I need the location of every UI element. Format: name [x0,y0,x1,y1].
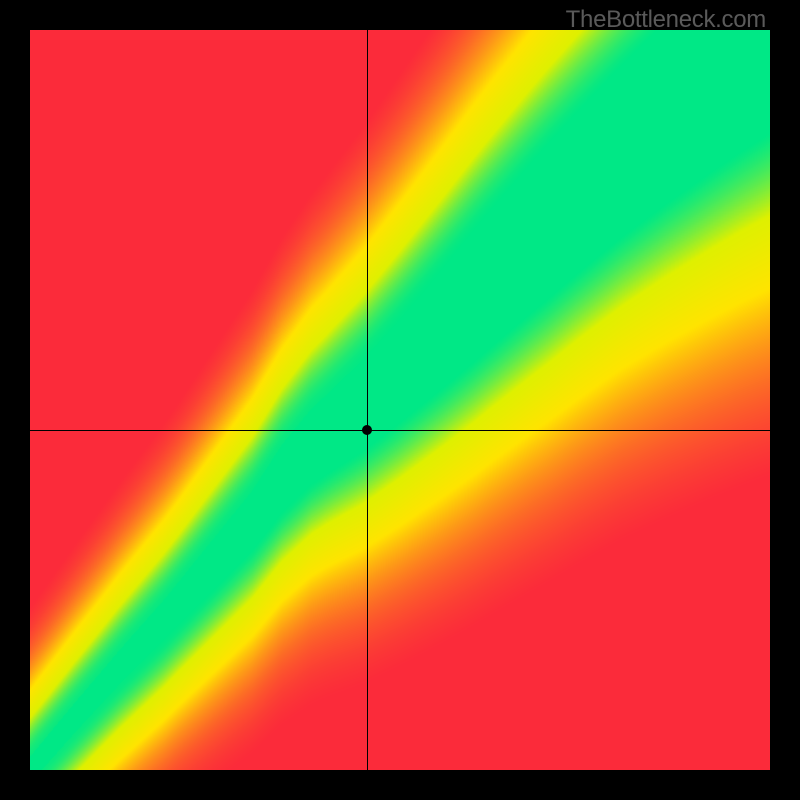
crosshair-vertical [367,30,368,770]
heatmap-canvas [30,30,770,770]
plot-area [30,30,770,770]
chart-container: TheBottleneck.com [0,0,800,800]
crosshair-marker [362,425,372,435]
crosshair-horizontal [30,430,770,431]
